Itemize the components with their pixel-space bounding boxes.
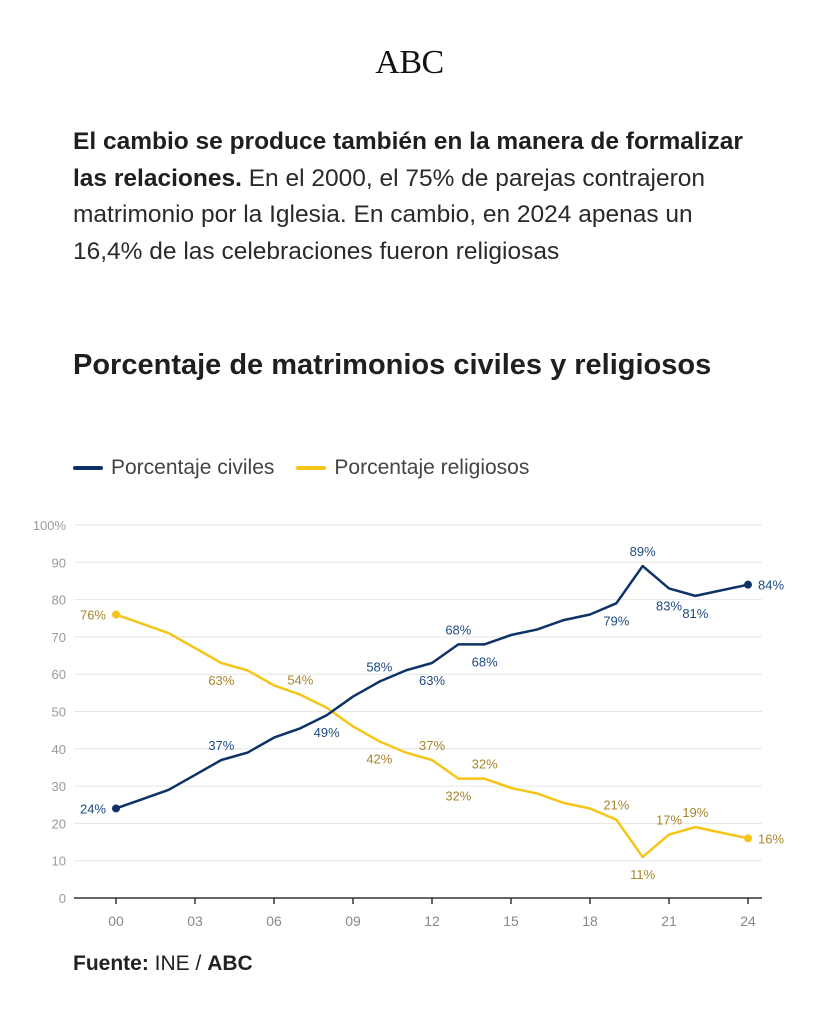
- source-text: INE /: [148, 952, 208, 975]
- source-note: Fuente: INE / ABC: [73, 952, 253, 976]
- source-label: Fuente:: [73, 952, 149, 975]
- data-label-civiles: 49%: [314, 725, 340, 740]
- y-tick-label: 90: [52, 555, 66, 570]
- data-label-civiles: 79%: [603, 613, 629, 628]
- data-label-civiles: 84%: [758, 578, 784, 593]
- x-tick-label: 15: [503, 913, 519, 929]
- data-label-civiles: 63%: [419, 673, 445, 688]
- gridlines: [74, 524, 762, 862]
- chart-legend: Porcentaje civiles Porcentaje religiosos: [73, 456, 551, 480]
- data-label-religiosos: 32%: [445, 789, 471, 804]
- endpoint-marker-religiosos: [112, 610, 120, 619]
- x-tick-label: 00: [108, 913, 124, 929]
- abc-logo: ABC: [375, 44, 444, 81]
- data-label-religiosos: 19%: [682, 805, 708, 820]
- data-label-religiosos: 37%: [419, 738, 445, 753]
- endpoint-marker-civiles: [112, 804, 120, 813]
- data-label-religiosos: 21%: [603, 798, 629, 813]
- legend-label-civiles: Porcentaje civiles: [111, 456, 275, 479]
- data-label-civiles: 24%: [80, 801, 106, 816]
- data-label-civiles: 81%: [682, 606, 708, 621]
- data-label-religiosos: 32%: [472, 757, 498, 772]
- intro-text: En el 2000, el 75% de parejas contrajero…: [73, 164, 705, 265]
- y-tick-label: 0: [59, 891, 66, 906]
- x-tick-label: 24: [740, 913, 756, 929]
- data-label-civiles: 37%: [208, 738, 234, 753]
- data-label-religiosos: 42%: [366, 751, 392, 766]
- y-tick-label: 40: [52, 742, 66, 757]
- x-tick-label: 06: [266, 913, 282, 929]
- data-label-civiles: 89%: [630, 544, 656, 559]
- legend-item-civiles[interactable]: Porcentaje civiles: [73, 456, 274, 480]
- y-tick-label: 10: [52, 854, 66, 869]
- x-tick-label: 21: [661, 913, 677, 929]
- y-axis: 0 10 20 30 40 50 60 70 80 90 100%: [33, 518, 67, 906]
- endpoint-marker-religiosos: [744, 834, 752, 843]
- x-tick-label: 09: [345, 913, 361, 929]
- series-line-civiles: [115, 564, 749, 810]
- y-tick-label: 100%: [33, 518, 67, 533]
- line-chart: 0 10 20 30 40 50 60 70 80 90 100% 00 03 06 09 12 15 18 21…: [33, 518, 785, 929]
- data-label-religiosos: 16%: [758, 831, 784, 846]
- legend-swatch-civiles: [73, 466, 103, 470]
- data-label-civiles: 68%: [472, 654, 498, 669]
- y-tick-label: 70: [52, 630, 66, 645]
- data-label-religiosos: 54%: [287, 673, 313, 688]
- source-brand: ABC: [207, 952, 253, 975]
- chart-title: Porcentaje de matrimonios civiles y reli…: [73, 349, 712, 381]
- data-label-civiles: 58%: [366, 660, 392, 675]
- legend-item-religiosos[interactable]: Porcentaje religiosos: [296, 456, 529, 480]
- series-lines: [112, 564, 752, 859]
- y-tick-label: 30: [52, 779, 66, 794]
- data-labels: 24% 37% 49% 58% 63% 68% 68% 79% 89% 83% 81% 84% 76% 6…: [80, 544, 784, 882]
- legend-label-religiosos: Porcentaje religiosos: [334, 456, 530, 479]
- series-line-religiosos: [115, 613, 749, 859]
- legend-swatch-religiosos: [296, 466, 327, 470]
- x-tick-label: 12: [424, 913, 440, 929]
- data-label-religiosos: 17%: [656, 813, 682, 828]
- endpoint-marker-civiles: [744, 580, 752, 589]
- x-tick-label: 03: [187, 913, 203, 929]
- x-axis: 00 03 06 09 12 15 18 21 24: [74, 897, 762, 929]
- intro-bold: El cambio se produce también en la maner…: [73, 128, 743, 192]
- data-label-civiles: 83%: [656, 598, 682, 613]
- y-tick-label: 50: [52, 705, 66, 720]
- intro-paragraph: El cambio se produce también en la maner…: [73, 124, 753, 270]
- y-tick-label: 20: [52, 816, 66, 831]
- y-tick-label: 80: [52, 593, 66, 608]
- data-label-religiosos: 63%: [208, 673, 234, 688]
- y-tick-label: 60: [52, 667, 66, 682]
- x-tick-label: 18: [582, 913, 598, 929]
- data-label-civiles: 68%: [445, 622, 471, 637]
- data-label-religiosos: 76%: [80, 608, 106, 623]
- data-label-religiosos: 11%: [630, 867, 655, 882]
